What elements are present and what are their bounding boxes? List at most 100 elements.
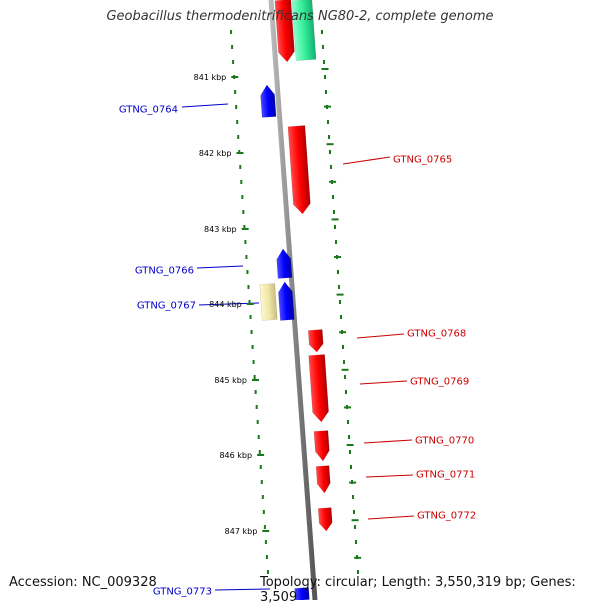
minor-tick (253, 375, 256, 379)
gene-arrow-GTNG_0771[interactable] (315, 465, 331, 494)
minor-tick (230, 30, 233, 34)
major-tick (329, 180, 337, 183)
minor-tick (252, 360, 255, 364)
minor-tick (344, 375, 346, 379)
minor-tick (236, 120, 239, 124)
gene-arrow-GTNG_0768[interactable] (307, 329, 324, 353)
minor-tick (332, 195, 334, 199)
minor-tick (330, 165, 332, 169)
major-tick (346, 444, 354, 446)
gene-arrow-GTNG_0764[interactable] (260, 84, 277, 118)
minor-tick (347, 420, 349, 424)
gene-arrow-GTNG_0769[interactable] (308, 354, 330, 423)
minor-tick (258, 450, 261, 454)
minor-tick (265, 555, 268, 559)
label-leader-line (181, 103, 229, 108)
minor-tick (333, 210, 335, 214)
minor-tick (353, 510, 355, 514)
kbp-tick (231, 76, 239, 78)
minor-tick (243, 225, 246, 229)
genes-layer (259, 0, 333, 601)
minor-tick (245, 255, 248, 259)
major-tick (331, 218, 339, 221)
minor-tick (339, 300, 341, 304)
major-tick (324, 105, 332, 108)
minor-tick (337, 270, 339, 274)
genome-summary-text: Topology: circular; Length: 3,550,319 bp… (260, 575, 576, 605)
gene-label-GTNG_0764[interactable]: GTNG_0764 (119, 105, 178, 116)
gene-arrow-GTNG_0767[interactable] (278, 281, 295, 321)
minor-tick (334, 225, 336, 229)
label-leader-line (342, 156, 391, 165)
gene-label-GTNG_0771[interactable]: GTNG_0771 (416, 470, 475, 481)
minor-tick (250, 330, 253, 334)
minor-tick (327, 120, 329, 124)
kbp-label: 842 kbp (199, 149, 232, 158)
minor-tick (266, 570, 269, 574)
gene-label-GTNG_0770[interactable]: GTNG_0770 (415, 436, 474, 447)
gene-label-GTNG_0765[interactable]: GTNG_0765 (393, 155, 452, 166)
minor-tick (249, 315, 252, 319)
label-leader-line (359, 380, 408, 385)
major-tick (336, 293, 344, 296)
minor-tick (328, 135, 330, 139)
gene-arrow-top-forward[interactable] (274, 0, 295, 63)
rna-gene-top[interactable] (291, 0, 317, 61)
major-tick (349, 481, 357, 484)
gene-arrow-GTNG_0766[interactable] (276, 248, 293, 279)
gene-arrow-GTNG_0770[interactable] (313, 430, 330, 462)
minor-tick (342, 345, 344, 349)
minor-tick (264, 540, 267, 544)
gene-label-GTNG_0768[interactable]: GTNG_0768 (407, 329, 466, 340)
kbp-label: 847 kbp (225, 527, 258, 536)
kbp-tick (251, 379, 259, 381)
kbp-label: 846 kbp (219, 451, 252, 460)
minor-tick (350, 465, 352, 469)
gene-arrow-GTNG_0773[interactable] (294, 587, 310, 601)
pseudo-gene-block[interactable] (259, 283, 278, 321)
gene-labels-layer: GTNG_0764 GTNG_0765 GTNG_0766 GTNG_0767 GTNG… (119, 103, 476, 598)
minor-tick (349, 450, 351, 454)
label-leader-line (356, 333, 405, 339)
gene-label-GTNG_0766[interactable]: GTNG_0766 (135, 266, 194, 277)
minor-tick (335, 240, 337, 244)
minor-tick (242, 210, 245, 214)
gene-label-GTNG_0773[interactable]: GTNG_0773 (153, 587, 212, 598)
label-leader-line (196, 265, 244, 269)
backbone-line (268, 0, 318, 601)
minor-tick (325, 90, 327, 94)
minor-tick (231, 45, 234, 49)
kbp-labels-layer: 841 kbp 842 kbp 843 kbp 844 kbp 845 kbp 846 k… (194, 73, 270, 536)
kbp-tick (257, 454, 265, 456)
gene-label-GTNG_0767[interactable]: GTNG_0767 (137, 301, 196, 312)
gene-arrow-GTNG_0772[interactable] (317, 507, 333, 532)
minor-tick (354, 525, 356, 529)
minor-tick (263, 525, 266, 529)
label-leader-line (365, 474, 414, 478)
major-tick (334, 256, 342, 258)
minor-tick (262, 510, 265, 514)
label-leader-line (214, 588, 271, 591)
gene-arrow-GTNG_0765[interactable] (287, 125, 311, 215)
minor-tick (348, 435, 350, 439)
kbp-label: 843 kbp (204, 225, 237, 234)
kbp-label: 844 kbp (209, 300, 242, 309)
minor-tick (257, 435, 260, 439)
label-leader-line (363, 439, 413, 444)
minor-tick (357, 570, 359, 574)
minor-tick (261, 495, 264, 499)
minor-tick (247, 285, 250, 289)
minor-tick (329, 150, 331, 154)
kbp-label: 841 kbp (194, 73, 227, 82)
major-tick (326, 143, 334, 146)
label-leader-line (367, 515, 415, 520)
gene-label-GTNG_0769[interactable]: GTNG_0769 (410, 377, 469, 388)
major-tick (339, 331, 347, 334)
gene-label-GTNG_0772[interactable]: GTNG_0772 (417, 511, 476, 522)
minor-tick (235, 105, 238, 109)
minor-tick (259, 465, 262, 469)
kbp-tick (262, 530, 270, 532)
minor-tick (237, 135, 240, 139)
minor-tick (338, 285, 340, 289)
